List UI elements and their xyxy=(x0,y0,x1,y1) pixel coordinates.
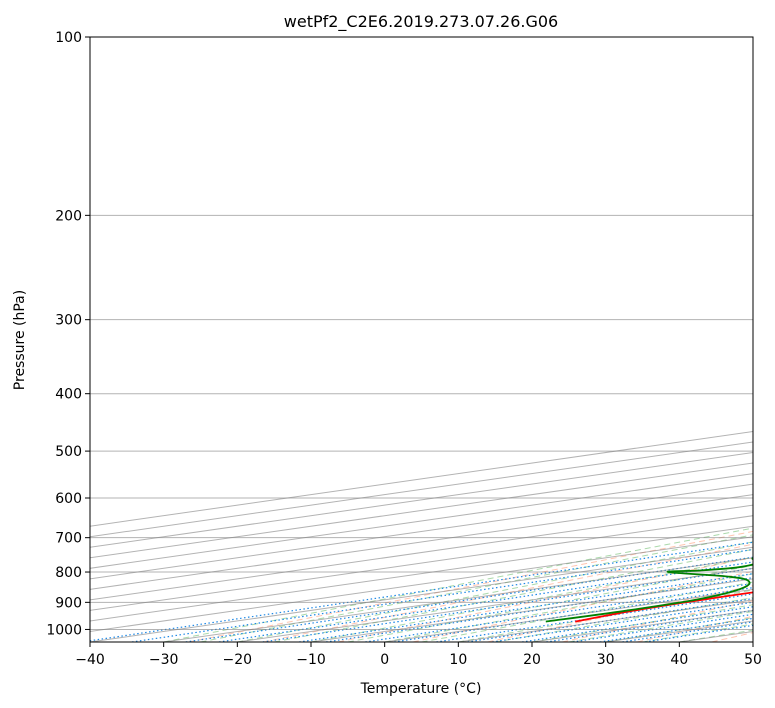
isotherm xyxy=(90,525,753,622)
x-tick-label: 50 xyxy=(744,652,762,668)
isotherm xyxy=(90,515,753,611)
moist-adiabat xyxy=(237,541,753,642)
dry-adiabat xyxy=(412,570,753,642)
isotherm xyxy=(752,641,753,642)
chart-title: wetPf2_C2E6.2019.273.07.26.G06 xyxy=(284,12,558,32)
isotherm xyxy=(90,473,753,569)
x-tick-label: −40 xyxy=(75,652,105,668)
plot-background xyxy=(90,37,753,642)
y-tick-label: 900 xyxy=(55,595,82,611)
x-axis-label: Temperature (°C) xyxy=(360,681,482,697)
y-tick-label: 200 xyxy=(55,208,82,224)
y-axis: 100 200 300 400 500 600 700 800 900 1000 xyxy=(46,30,90,638)
isotherm xyxy=(90,483,753,580)
y-tick-label: 400 xyxy=(55,387,82,403)
isotherm xyxy=(90,504,753,601)
isotherms xyxy=(90,430,753,642)
plot-frame xyxy=(89,36,754,643)
isotherm xyxy=(90,462,753,559)
x-tick-label: 30 xyxy=(597,652,615,668)
x-tick-label: 0 xyxy=(380,652,389,668)
y-axis-label: Pressure (hPa) xyxy=(12,290,28,390)
x-tick-label: 40 xyxy=(670,652,688,668)
mixing-ratio-line xyxy=(365,582,753,642)
isotherm xyxy=(90,494,753,590)
x-axis: −40 −30 −20 −10 0 10 20 30 40 50 xyxy=(75,642,762,668)
x-tick-label: −10 xyxy=(296,652,326,668)
dry-adiabat xyxy=(263,543,753,642)
isobars xyxy=(90,37,753,630)
x-tick-label: −30 xyxy=(149,652,179,668)
y-tick-label: 700 xyxy=(55,531,82,547)
x-tick-label: −20 xyxy=(223,652,253,668)
y-tick-label: 1000 xyxy=(46,622,82,638)
isotherm xyxy=(90,536,753,632)
y-tick-label: 500 xyxy=(55,444,82,460)
y-tick-label: 100 xyxy=(55,30,82,46)
x-tick-label: 10 xyxy=(449,652,467,668)
y-tick-label: 300 xyxy=(55,313,82,329)
y-tick-label: 800 xyxy=(55,565,82,581)
moist-adiabat xyxy=(274,548,753,642)
x-tick-label: 20 xyxy=(523,652,541,668)
dry-adiabats xyxy=(188,530,753,642)
dry-adiabat xyxy=(487,585,753,642)
isotherm xyxy=(90,452,753,548)
moist-adiabat xyxy=(384,573,753,642)
y-tick-label: 600 xyxy=(55,491,82,507)
dry-adiabat xyxy=(188,530,753,642)
